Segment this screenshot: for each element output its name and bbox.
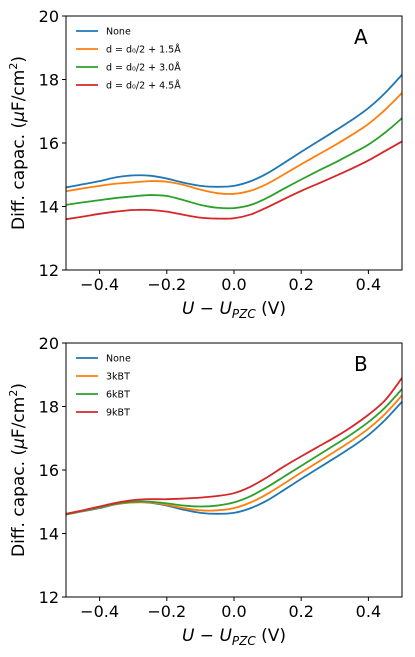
chart-b: −0.4 −0.2 0.0 0.2 0.4 12 14 16 18 20 B U − UPZC (… xyxy=(7,334,403,648)
x-tick-label: 0.2 xyxy=(288,275,313,294)
legend: None 3kBT 6kBT 9kBT xyxy=(76,354,131,419)
x-tick-label: 0.4 xyxy=(356,275,381,294)
x-tick-label: −0.4 xyxy=(80,275,119,294)
series-layer xyxy=(66,74,402,221)
axes-layer: −0.4 −0.2 0.0 0.2 0.4 12 14 16 18 20 xyxy=(39,7,381,294)
axes-layer: −0.4 −0.2 0.0 0.2 0.4 12 14 16 18 20 xyxy=(39,334,381,621)
x-tick-label: 0.4 xyxy=(356,602,381,621)
legend-label: 3kBT xyxy=(106,372,130,383)
x-tick-label: 0.0 xyxy=(221,275,246,294)
y-tick-label: 18 xyxy=(39,398,59,417)
series-line-2 xyxy=(66,92,402,195)
y-tick-label: 12 xyxy=(39,588,59,607)
legend-label: 6kBT xyxy=(106,390,130,401)
y-tick-label: 20 xyxy=(39,334,59,353)
legend: None d = d₀/2 + 1.5Å d = d₀/2 + 3.0Å d = d₀… xyxy=(76,27,181,92)
panel-label: B xyxy=(354,352,368,376)
x-tick-label: −0.2 xyxy=(147,602,186,621)
y-tick-label: 12 xyxy=(39,261,59,280)
y-tick-label: 14 xyxy=(39,525,59,544)
y-tick-label: 20 xyxy=(39,7,59,26)
legend-label: d = d₀/2 + 4.5Å xyxy=(106,80,181,92)
x-axis-label: U − UPZC (V) xyxy=(182,299,286,321)
x-tick-label: −0.2 xyxy=(147,275,186,294)
series-line-4 xyxy=(66,377,402,515)
series-line-1 xyxy=(66,74,402,189)
y-tick-label: 18 xyxy=(39,71,59,90)
x-tick-label: 0.0 xyxy=(221,602,246,621)
legend-label: d = d₀/2 + 3.0Å xyxy=(106,62,181,74)
chart-a: −0.4 −0.2 0.0 0.2 0.4 12 14 16 18 20 A U − UPZC (… xyxy=(7,7,403,321)
series-line-1 xyxy=(66,401,402,516)
y-axis-label: Diff. capac. (μF/cm2) xyxy=(7,383,29,557)
legend-label: None xyxy=(106,27,131,38)
y-tick-label: 16 xyxy=(39,461,59,480)
panel-label: A xyxy=(354,25,368,49)
legend-label: None xyxy=(106,354,131,365)
y-axis-label: Diff. capac. (μF/cm2) xyxy=(7,56,29,230)
y-tick-label: 16 xyxy=(39,134,59,153)
series-line-4 xyxy=(66,140,402,221)
legend-label: 9kBT xyxy=(106,408,130,419)
x-tick-label: −0.4 xyxy=(80,602,119,621)
x-axis-label: U − UPZC (V) xyxy=(182,626,286,648)
series-layer xyxy=(66,377,402,516)
legend-label: d = d₀/2 + 1.5Å xyxy=(106,44,181,56)
series-line-3 xyxy=(66,117,402,210)
series-line-3 xyxy=(66,388,402,516)
x-tick-label: 0.2 xyxy=(288,602,313,621)
y-tick-label: 14 xyxy=(39,198,59,217)
